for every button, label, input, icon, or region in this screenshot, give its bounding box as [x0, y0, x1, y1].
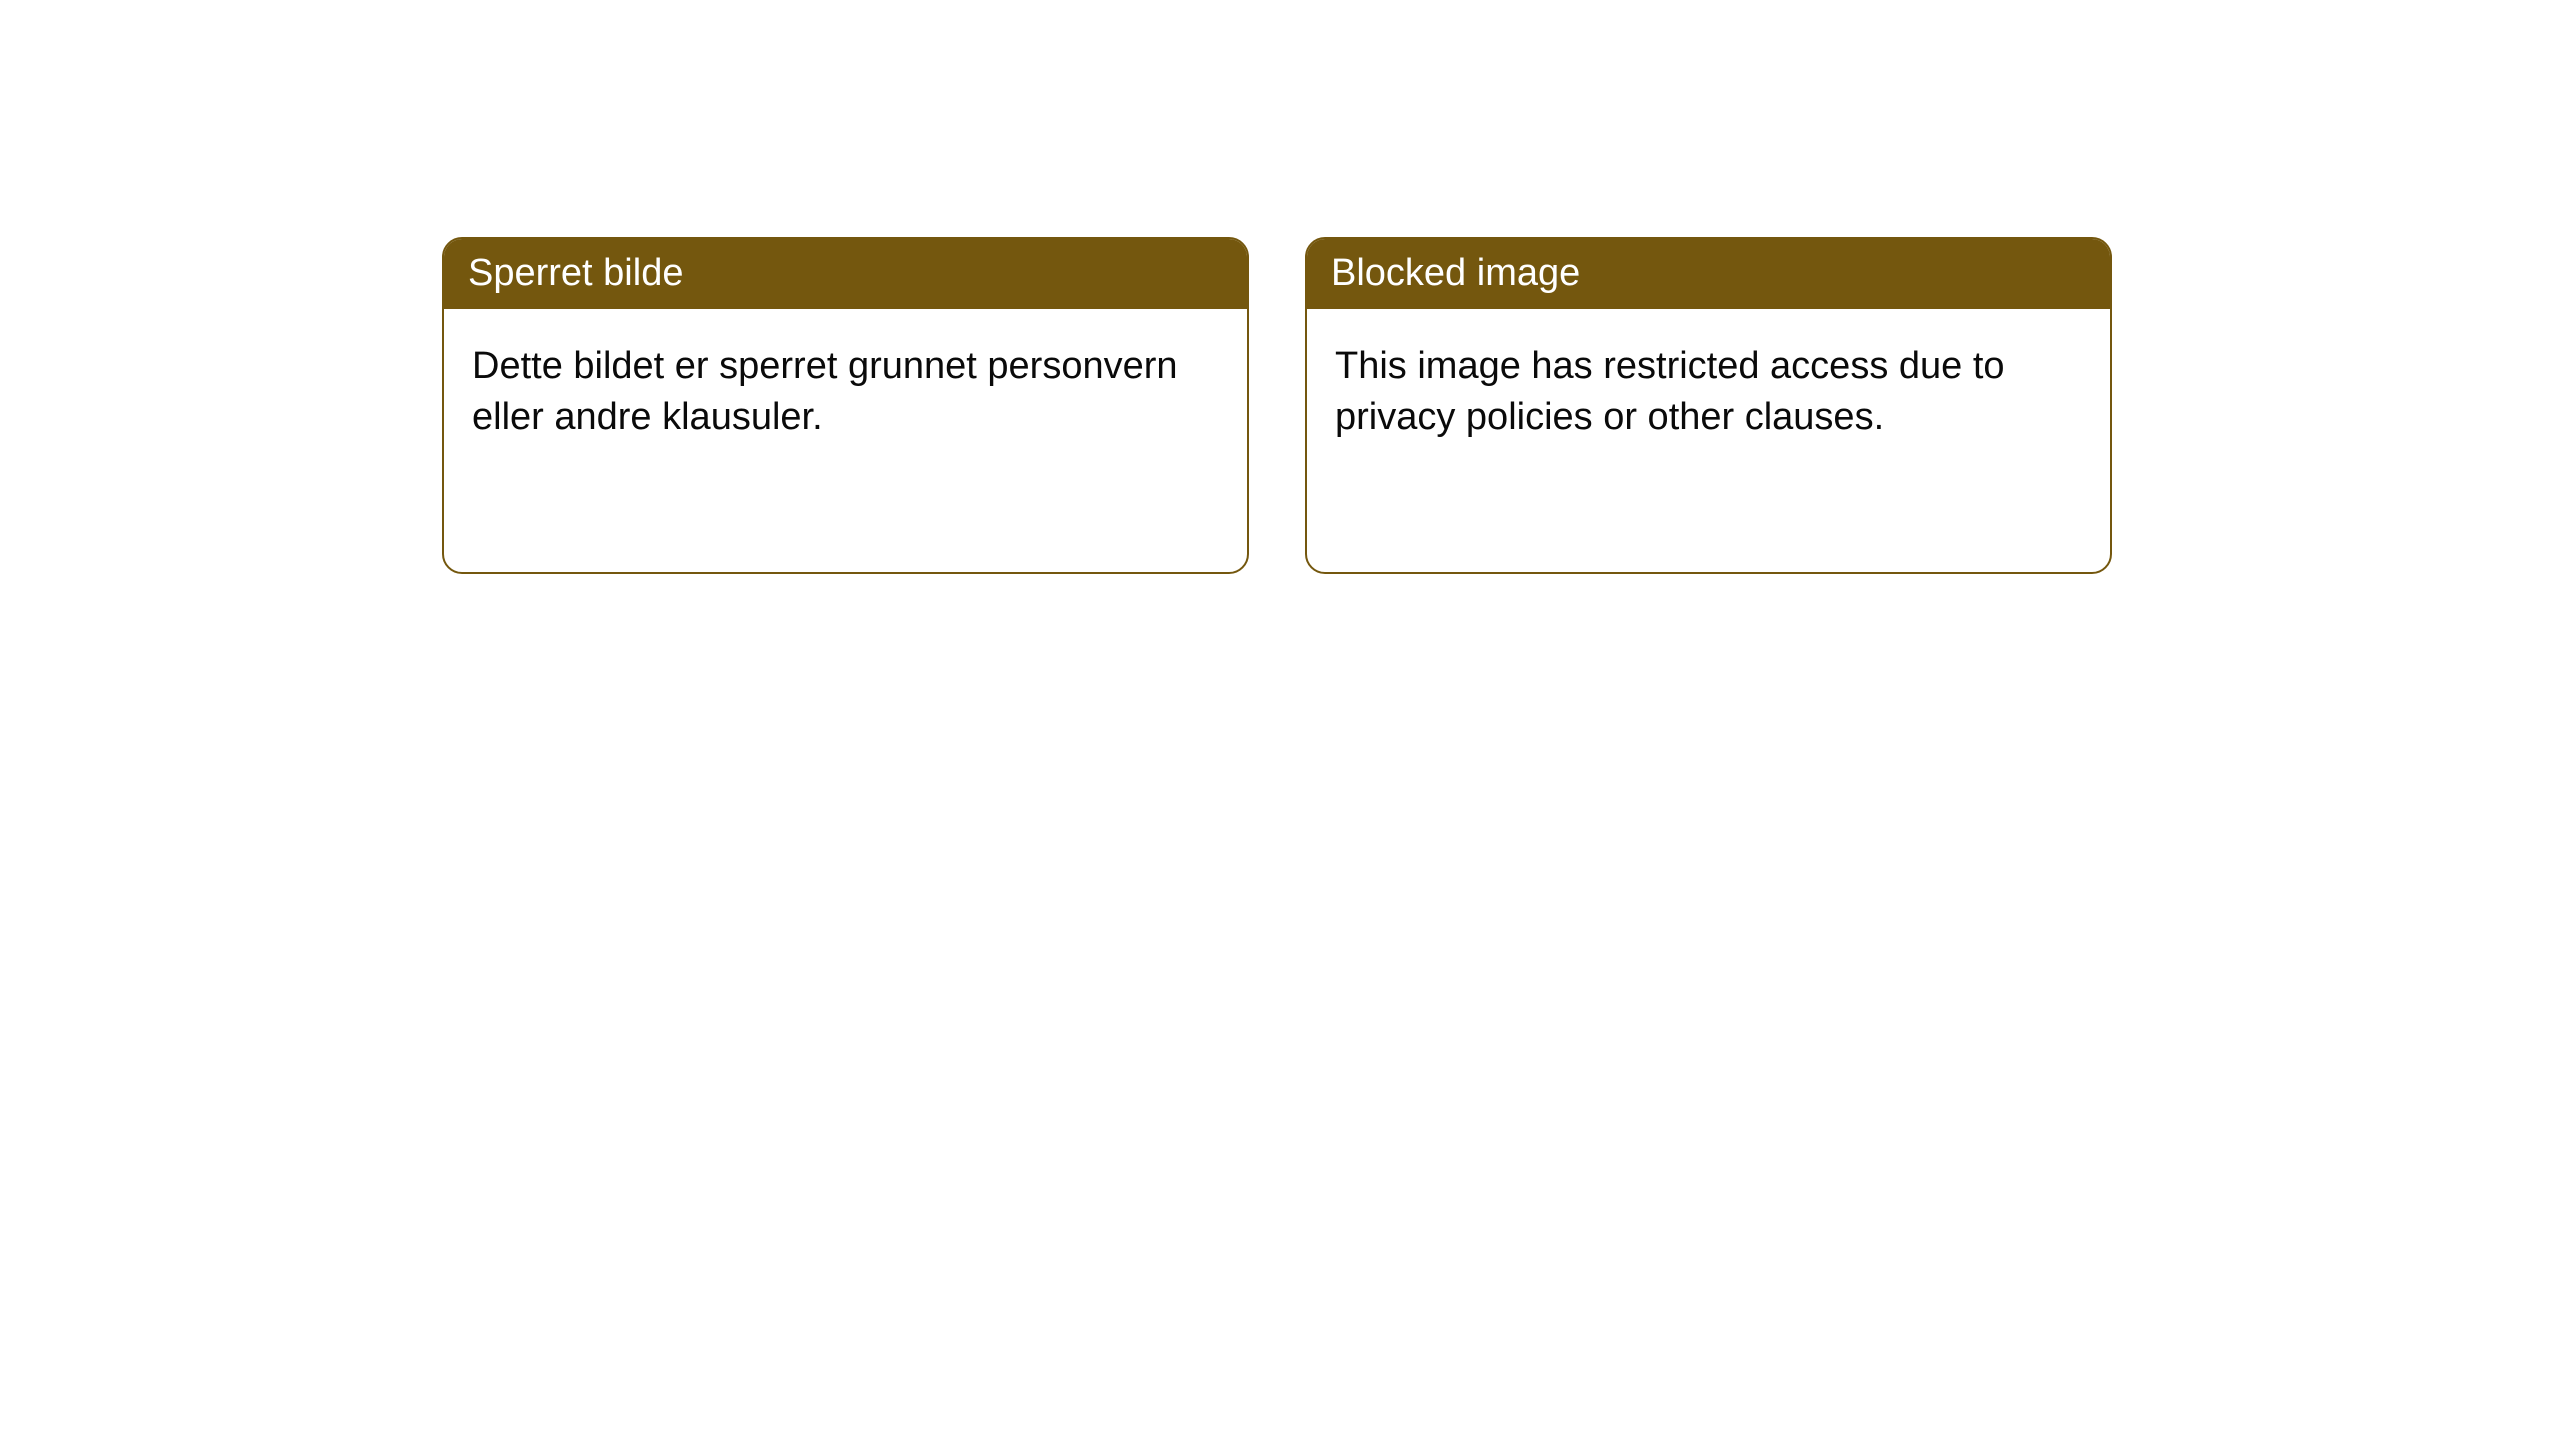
notice-body: Dette bildet er sperret grunnet personve… — [444, 309, 1247, 475]
notice-card-english: Blocked image This image has restricted … — [1305, 237, 2112, 574]
notice-header: Blocked image — [1307, 239, 2110, 309]
notice-card-norwegian: Sperret bilde Dette bildet er sperret gr… — [442, 237, 1249, 574]
notice-body: This image has restricted access due to … — [1307, 309, 2110, 475]
notice-container: Sperret bilde Dette bildet er sperret gr… — [442, 237, 2112, 574]
notice-header: Sperret bilde — [444, 239, 1247, 309]
